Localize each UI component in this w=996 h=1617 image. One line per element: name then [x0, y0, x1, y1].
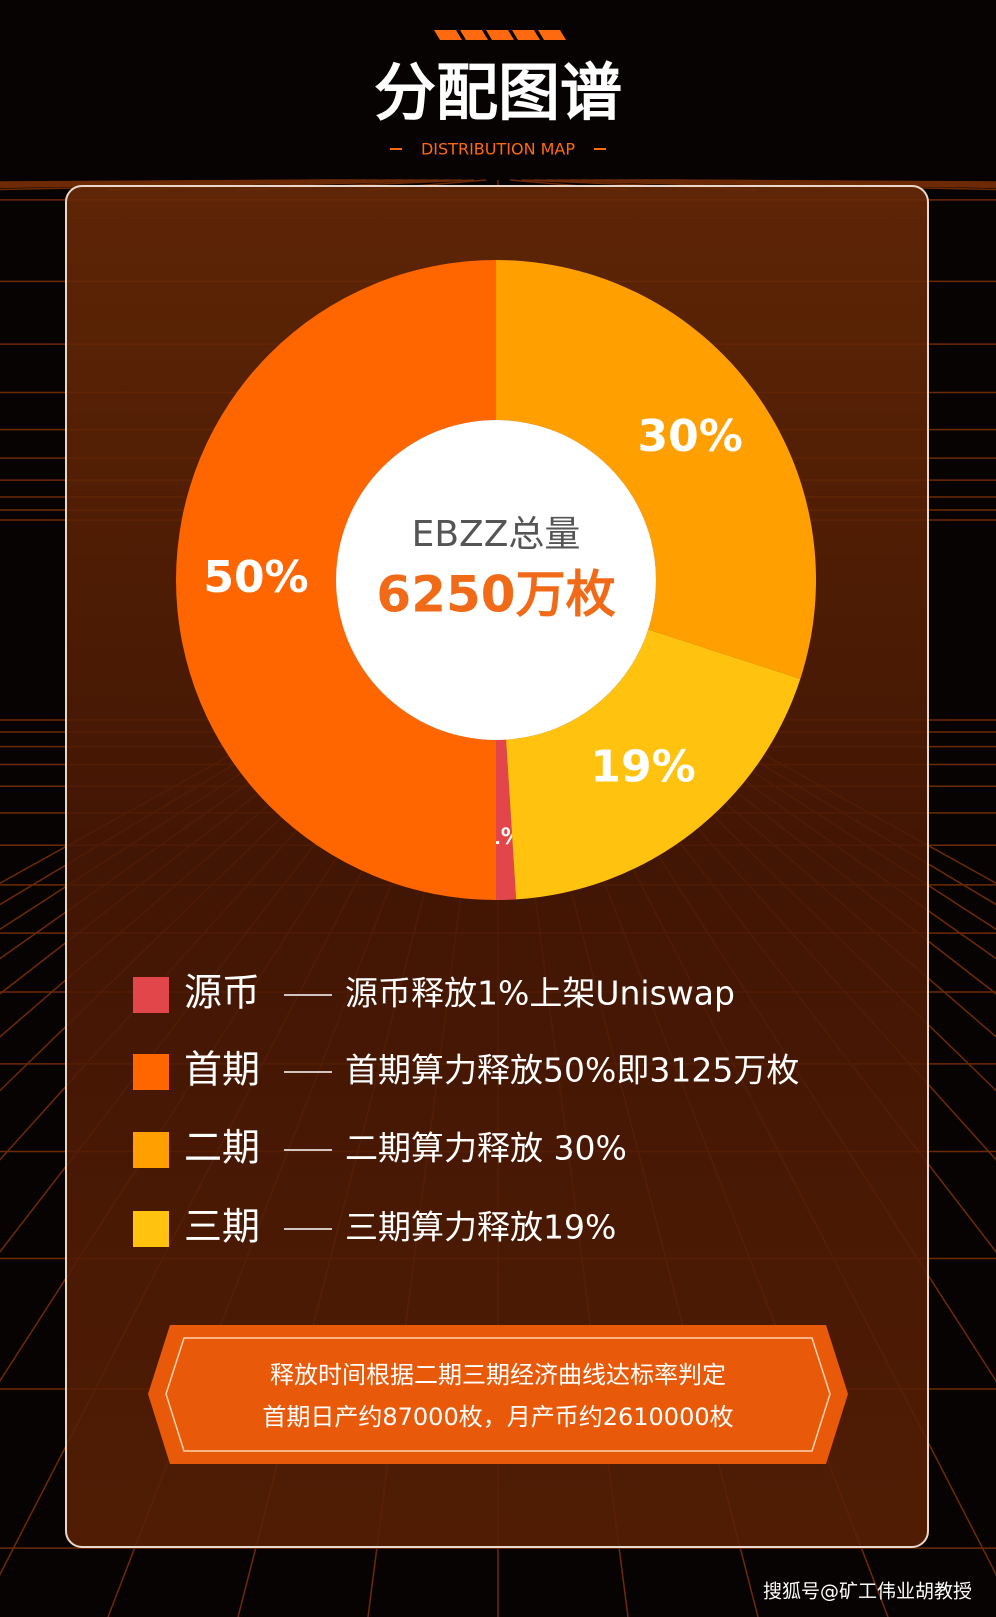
legend-swatch [133, 1211, 169, 1247]
center-value: 6250万枚 [376, 566, 615, 624]
slice-label: 30% [638, 411, 743, 462]
grid-ray [0, 699, 331, 885]
pie-slice [496, 739, 517, 900]
legend-description: 首期算力释放50%即3125万枚 [345, 1051, 799, 1090]
footer-line: 释放时间根据二期三期经济曲线达标率判定 [270, 1361, 726, 1389]
pie-slice [496, 260, 816, 679]
center-label: EBZZ总量 [412, 514, 581, 555]
footer-box [148, 1325, 848, 1464]
legend-swatch [133, 1132, 169, 1168]
watermark: 搜狐号@矿工伟业胡教授 [763, 1581, 972, 1603]
pie-slice [506, 629, 801, 900]
legend-name: 源币 [184, 971, 260, 1015]
subtitle: DISTRIBUTION MAP [421, 140, 575, 159]
title-stripes [434, 30, 566, 40]
grid-ray [665, 699, 996, 885]
legend-name: 首期 [184, 1048, 260, 1092]
slice-label: 50% [203, 552, 308, 603]
grid-ray [665, 179, 996, 183]
footer-line: 首期日产约87000枚，月产币约2610000枚 [262, 1403, 733, 1431]
donut-hole [336, 420, 656, 740]
footer-inner-border [165, 1337, 831, 1452]
title: 分配图谱 [374, 56, 622, 129]
legend-swatch [133, 977, 169, 1013]
legend-description: 源币释放1%上架Uniswap [345, 974, 735, 1013]
legend-description: 三期算力释放19% [345, 1208, 616, 1247]
legend-name: 三期 [184, 1205, 260, 1249]
legend-description: 二期算力释放 30% [345, 1129, 627, 1168]
legend-swatch [133, 1054, 169, 1090]
slice-label: 19% [590, 742, 695, 793]
legend-name: 二期 [184, 1126, 260, 1170]
